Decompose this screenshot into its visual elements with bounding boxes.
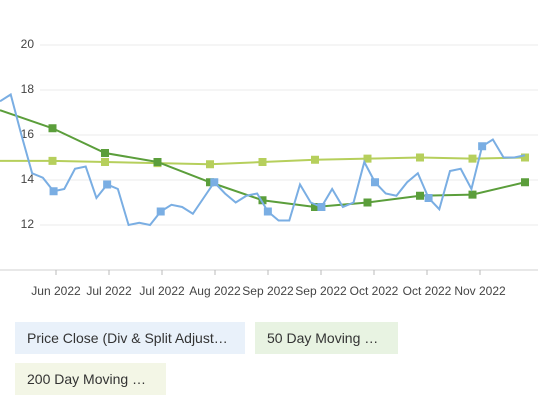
y-tick-label: 18: [21, 82, 35, 96]
y-tick-label: 12: [21, 217, 35, 231]
x-tick-label: Jun 2022: [31, 284, 81, 298]
point-marker: [101, 149, 109, 157]
y-tick-label: 20: [21, 37, 35, 51]
legend-item[interactable]: Price Close (Div & Split Adjust…: [15, 322, 245, 354]
point-marker: [206, 160, 214, 169]
point-marker: [311, 155, 319, 164]
y-tick-label: 16: [21, 127, 35, 141]
x-tick-label: Jul 2022: [86, 284, 132, 298]
point-marker: [468, 190, 477, 199]
x-tick-label: Sep 2022: [295, 284, 347, 298]
point-marker: [206, 178, 214, 187]
point-marker: [371, 178, 379, 187]
point-marker: [263, 207, 272, 216]
point-marker: [424, 194, 433, 202]
point-marker: [48, 124, 57, 133]
legend-item[interactable]: 50 Day Moving …: [255, 322, 398, 354]
point-marker: [468, 154, 477, 163]
point-marker: [49, 187, 58, 196]
point-marker: [153, 158, 162, 166]
point-marker: [521, 178, 529, 187]
point-marker: [311, 203, 319, 211]
legend-item[interactable]: 200 Day Moving …: [15, 363, 166, 395]
x-tick-label: Oct 2022: [403, 284, 452, 298]
point-marker: [258, 196, 267, 205]
point-marker: [48, 156, 57, 165]
series-line: [0, 92, 526, 227]
point-marker: [478, 142, 487, 151]
x-tick-label: Sep 2022: [242, 284, 294, 298]
point-marker: [101, 158, 109, 166]
point-marker: [258, 158, 267, 166]
point-marker: [416, 153, 424, 162]
point-marker: [521, 153, 529, 162]
y-tick-label: 14: [21, 172, 35, 186]
point-marker: [210, 178, 219, 187]
point-marker: [103, 180, 112, 189]
x-tick-label: Jul 2022: [139, 284, 185, 298]
point-marker: [363, 198, 372, 207]
point-marker: [363, 154, 372, 163]
chart: 12 14 16 18 20 Jun 2022 Jul 2022 Jul 2022 Aug 20…: [0, 37, 538, 298]
x-tick-label: Aug 2022: [189, 284, 241, 298]
x-tick-label: Nov 2022: [454, 284, 506, 298]
point-marker: [317, 203, 326, 211]
point-marker: [416, 191, 424, 200]
point-marker: [156, 207, 165, 216]
x-tick-label: Oct 2022: [350, 284, 399, 298]
